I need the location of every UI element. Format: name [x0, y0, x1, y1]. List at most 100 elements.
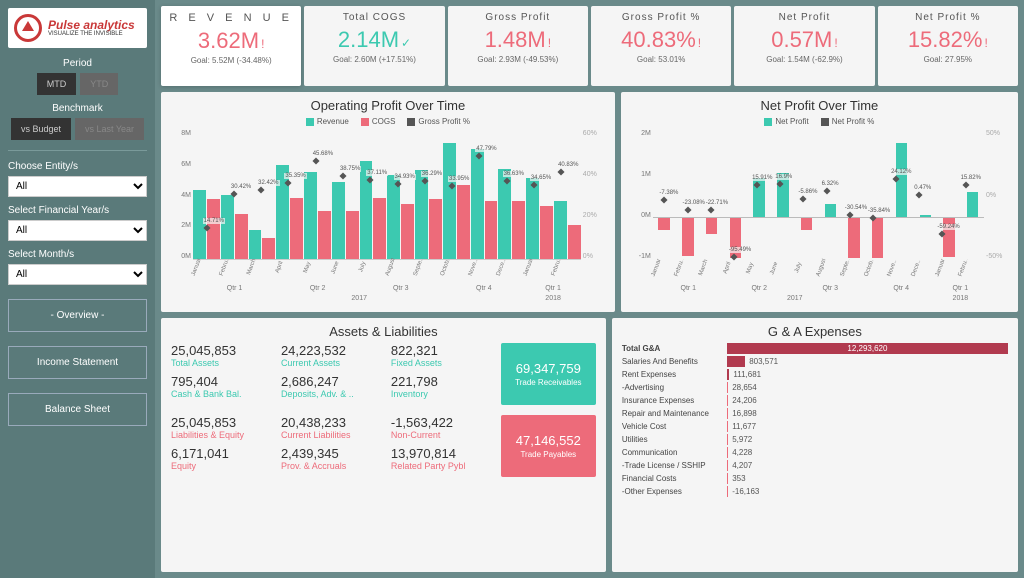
kpi-value: 40.83%!	[599, 27, 723, 53]
ga-bar	[727, 369, 730, 380]
ga-barwrap: -16,163	[727, 486, 1008, 497]
ga-row: -Advertising 28,654	[622, 382, 1008, 393]
assets-liabilities-panel: Assets & Liabilities 25,045,853 Total As…	[161, 318, 606, 572]
ga-label: Repair and Maintenance	[622, 409, 727, 418]
period-ytd-button[interactable]: YTD	[80, 73, 118, 95]
kpi-value: 3.62M!	[169, 28, 293, 54]
ga-barwrap: 4,228	[727, 447, 1008, 458]
ga-value: 28,654	[732, 382, 756, 393]
filter-select-0[interactable]: All	[8, 176, 147, 197]
al-value: 24,223,532	[281, 343, 387, 358]
ga-title: G & A Expenses	[622, 324, 1008, 339]
period-mtd-button[interactable]: MTD	[37, 73, 77, 95]
netprofit-bar	[848, 217, 859, 258]
filter-label-0: Choose Entity/s	[8, 161, 147, 172]
np-label: -30.54%	[844, 205, 868, 211]
kpi-card-0: R E V E N U E 3.62M! Goal: 5.52M (-34.48…	[161, 6, 301, 86]
kpi-value: 15.82%!	[886, 27, 1010, 53]
gp-label: 37.11%	[366, 170, 388, 176]
ga-barwrap: 11,677	[727, 421, 1008, 432]
kpi-title: Gross Profit %	[599, 12, 723, 23]
sidebar: Pulse analytics VISUALIZE THE INVISIBLE …	[0, 0, 155, 578]
ga-row: -Other Expenses -16,163	[622, 486, 1008, 497]
ga-expenses-panel: G & A Expenses Total G&A 12,293,620 Sala…	[612, 318, 1018, 572]
al-item: 6,171,041 Equity	[171, 446, 277, 471]
nav-button-1[interactable]: Income Statement	[8, 346, 147, 379]
ga-label: Salaries And Benefits	[622, 357, 727, 366]
nav-button-2[interactable]: Balance Sheet	[8, 393, 147, 426]
bar-group	[724, 130, 747, 260]
gp-label: 33.95%	[448, 176, 470, 182]
ga-barwrap: 5,972	[727, 434, 1008, 445]
ga-barwrap: 4,207	[727, 460, 1008, 471]
ga-bar	[727, 447, 728, 458]
ga-bar	[727, 395, 728, 406]
netprofit-bar	[706, 217, 717, 234]
ga-value: 111,681	[733, 369, 761, 380]
bar-group	[554, 130, 581, 259]
ga-label: Utilities	[622, 435, 727, 444]
np-label: -5.86%	[797, 189, 818, 195]
year-labels: 20172018	[193, 295, 581, 302]
filter-select-1[interactable]: All	[8, 220, 147, 241]
bar-group	[193, 130, 220, 259]
gp-label: 38.75%	[339, 166, 361, 172]
benchmark-budget-button[interactable]: vs Budget	[11, 118, 71, 140]
netprofit-bar	[825, 204, 836, 217]
al-label: Current Liabilities	[281, 430, 387, 440]
bar-group	[700, 130, 723, 260]
bar-group	[795, 130, 818, 260]
al-label: Fixed Assets	[391, 358, 497, 368]
bar-group	[415, 130, 442, 259]
ga-row: Financial Costs 353	[622, 473, 1008, 484]
ga-value: 4,207	[732, 460, 752, 471]
al-value: 2,686,247	[281, 374, 387, 389]
cogs-bar	[346, 211, 359, 259]
al-box-value: 47,146,552	[516, 433, 581, 448]
filter-label-1: Select Financial Year/s	[8, 205, 147, 216]
al-item: 221,798 Inventory	[391, 374, 497, 399]
legend-item: Gross Profit %	[407, 117, 470, 126]
gp-label: 36.29%	[421, 171, 443, 177]
ga-row: -Trade License / SSHIP 4,207	[622, 460, 1008, 471]
revenue-bar	[221, 195, 234, 260]
al-item: 822,321 Fixed Assets	[391, 343, 497, 368]
ga-barwrap: 803,571	[727, 356, 1008, 367]
filter-label-2: Select Month/s	[8, 249, 147, 260]
brand-tagline: VISUALIZE THE INVISIBLE	[48, 31, 135, 37]
al-label: Total Assets	[171, 358, 277, 368]
qtr-labels: Qtr 1Qtr 2Qtr 3Qtr 4Qtr 1	[193, 285, 581, 292]
bar-group	[843, 130, 866, 260]
al-highlight-box: 69,347,759 Trade Receivables	[501, 343, 596, 405]
ga-label: Total G&A	[622, 344, 727, 353]
ga-barwrap: 111,681	[727, 369, 1008, 380]
bar-group	[498, 130, 525, 259]
nav-button-0[interactable]: - Overview -	[8, 299, 147, 332]
revenue-bar	[304, 172, 317, 259]
kpi-goal: Goal: 2.60M (+17.51%)	[312, 55, 436, 64]
gp-label: 14.71%	[203, 218, 225, 224]
y-axis: 2M1M0M-1M	[631, 130, 651, 260]
filter-select-2[interactable]: All	[8, 264, 147, 285]
al-label: Prov. & Accruals	[281, 461, 387, 471]
al-label: Equity	[171, 461, 277, 471]
al-item: 2,439,345 Prov. & Accruals	[281, 446, 387, 471]
al-value: 795,404	[171, 374, 277, 389]
ga-value: 11,677	[732, 421, 756, 432]
brand-logo: Pulse analytics VISUALIZE THE INVISIBLE	[8, 8, 147, 48]
ga-row: Salaries And Benefits 803,571	[622, 356, 1008, 367]
period-toggle: MTD YTD	[8, 73, 147, 95]
al-value: 6,171,041	[171, 446, 277, 461]
cogs-bar	[429, 199, 442, 259]
ga-row: Vehicle Cost 11,677	[622, 421, 1008, 432]
al-value: 25,045,853	[171, 343, 277, 358]
np-label: 15.91%	[751, 175, 773, 181]
kpi-value: 2.14M✓	[312, 27, 436, 53]
benchmark-lastyear-button[interactable]: vs Last Year	[75, 118, 144, 140]
kpi-goal: Goal: 2.93M (-49.53%)	[456, 55, 580, 64]
al-box-label: Trade Receivables	[515, 378, 581, 387]
period-label: Period	[8, 58, 147, 69]
netprofit-bar	[801, 217, 812, 230]
bar-group	[938, 130, 961, 260]
al-item: 795,404 Cash & Bank Bal.	[171, 374, 277, 399]
